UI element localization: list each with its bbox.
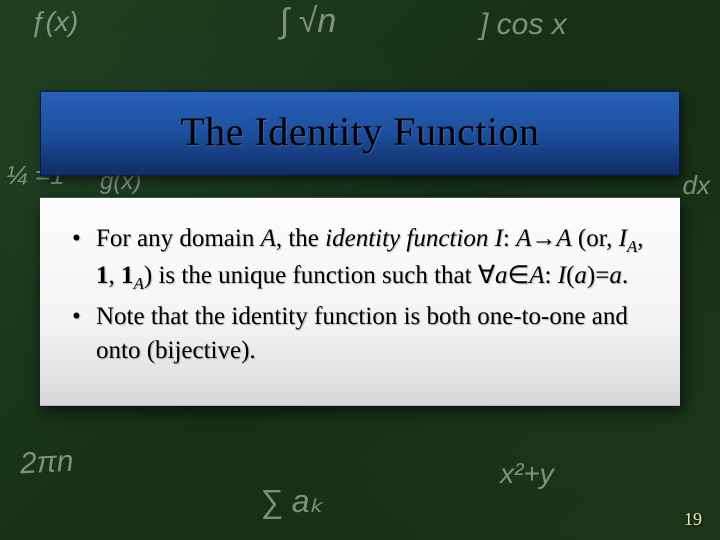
math-subscript: A (627, 237, 637, 256)
chalk-scribble: ƒ(x) (30, 6, 78, 38)
math-var: a (609, 262, 622, 289)
chalk-scribble: x²+y (500, 458, 554, 490)
bullet-item-2: Note that the identity function is both … (70, 300, 650, 368)
text-run: , (109, 262, 122, 289)
math-var: I (495, 225, 503, 252)
text-run: )= (587, 262, 609, 289)
text-run: (or, (572, 225, 619, 252)
math-var: A (516, 225, 531, 252)
math-var: A (261, 225, 276, 252)
slide-title-bar: The Identity Function (40, 91, 680, 176)
math-var: a (495, 262, 508, 289)
math-var: I (558, 262, 566, 289)
math-var: A (556, 225, 571, 252)
text-run: , (637, 225, 643, 252)
text-run: . (622, 262, 628, 289)
text-run: : (545, 262, 558, 289)
chalk-scribble: ] cos x (480, 8, 567, 42)
slide-title: The Identity Function (65, 108, 655, 155)
math-subscript: A (134, 274, 144, 293)
text-run: , the (276, 225, 325, 252)
math-var: a (574, 262, 587, 289)
page-number: 19 (684, 509, 702, 530)
bullet-list: For any domain A, the identity function … (70, 222, 650, 367)
math-bold: 1 (121, 262, 134, 289)
math-bold: 1 (96, 262, 109, 289)
chalk-scribble: ∫ √n (280, 2, 336, 41)
text-run: : (503, 225, 516, 252)
math-var: I (619, 225, 627, 252)
math-var: A (529, 262, 544, 289)
arrow-icon: → (531, 225, 556, 252)
text-run: For any domain (96, 225, 261, 252)
term-identity-function: identity function (325, 225, 488, 252)
chalk-scribble: dx (683, 170, 710, 201)
text-run: Note that the identity function is both … (96, 303, 628, 364)
element-of-icon: ∈ (507, 262, 529, 289)
chalk-scribble: 2πn (19, 445, 74, 482)
text-run: ) is the unique function such that (144, 262, 478, 289)
forall-icon: ∀ (478, 262, 495, 289)
bullet-item-1: For any domain A, the identity function … (70, 222, 650, 296)
slide-content-box: For any domain A, the identity function … (40, 198, 680, 405)
chalk-scribble: ∑ aₖ (260, 482, 323, 520)
slide-container: The Identity Function For any domain A, … (40, 91, 680, 405)
